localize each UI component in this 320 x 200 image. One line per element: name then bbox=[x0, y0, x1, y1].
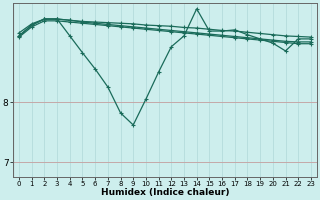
X-axis label: Humidex (Indice chaleur): Humidex (Indice chaleur) bbox=[101, 188, 229, 197]
